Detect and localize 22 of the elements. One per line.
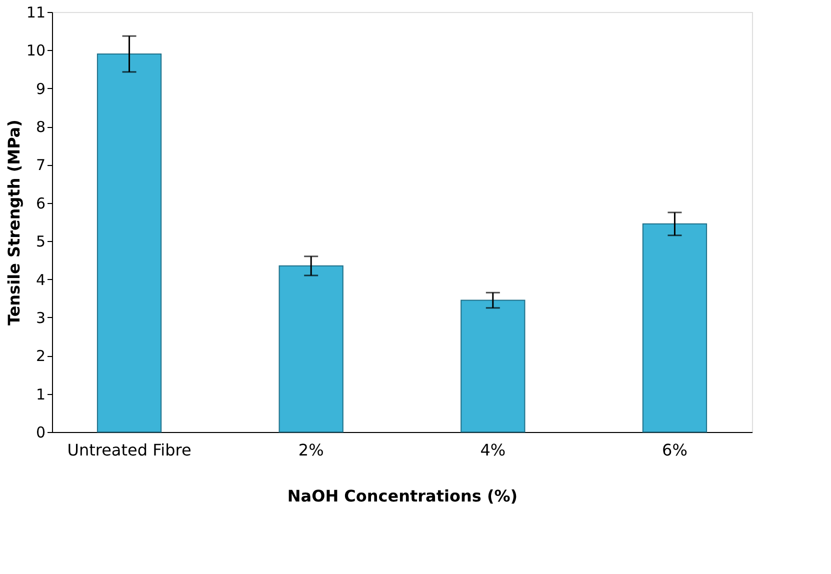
y-tick-label: 6 (36, 194, 46, 212)
y-tick-label: 3 (36, 308, 46, 327)
y-tick-label: 1 (36, 385, 46, 404)
x-tick-label: 4% (480, 440, 506, 460)
x-tick-label: 6% (662, 440, 688, 460)
y-tick-label: 8 (36, 118, 46, 136)
y-tick-label: 7 (36, 156, 46, 174)
x-tick-label: 2% (298, 440, 324, 460)
y-tick-label: 5 (36, 232, 46, 251)
bar (96, 54, 162, 432)
y-tick-label: 2 (36, 347, 46, 366)
x-axis-title: NaOH Concentrations (%) (287, 486, 518, 506)
y-tick-label: 11 (26, 4, 46, 22)
bar (460, 300, 526, 432)
bar (642, 223, 708, 432)
y-tick-label: 10 (26, 42, 46, 60)
y-tick-label: 0 (36, 424, 46, 442)
y-tick-label: 4 (36, 270, 46, 289)
y-axis-title: Tensile Strength (MPa) (4, 120, 24, 326)
bar (278, 265, 344, 432)
x-tick-label: Untreated Fibre (67, 440, 192, 460)
y-tick-label: 9 (36, 80, 46, 98)
